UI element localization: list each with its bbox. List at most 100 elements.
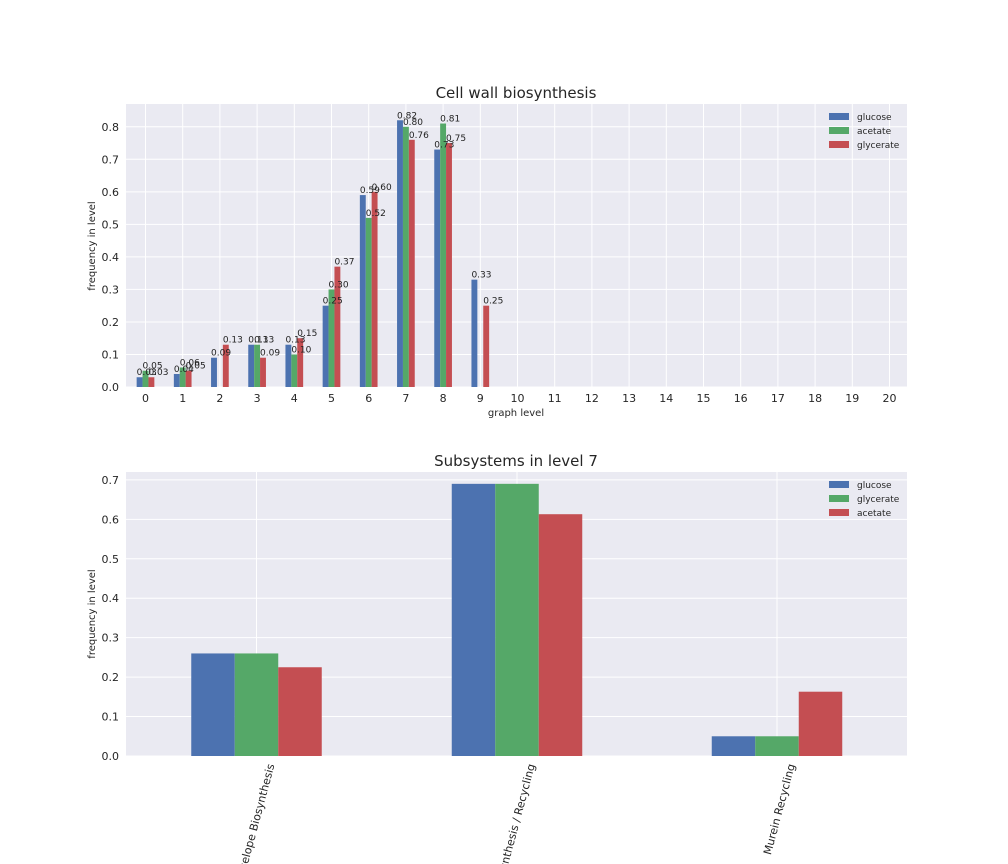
- bar-glucose: [711, 736, 756, 756]
- y-axis-label: frequency in level: [87, 569, 98, 658]
- bar-glucose: [211, 357, 217, 387]
- bar-glucose: [322, 305, 329, 387]
- chart-cell-wall-biosynthesis: 0.030.050.03 0.040.060.050.090.13 0.130.13…: [87, 84, 907, 419]
- x-tick-label: 18: [808, 392, 822, 405]
- bar-glucose: [136, 377, 143, 387]
- data-label: 0.76: [409, 131, 429, 141]
- bar-acetate: [402, 126, 409, 388]
- x-tick-label: 10: [511, 392, 525, 405]
- bar-glycerate: [234, 653, 279, 756]
- x-tick-label: 11: [548, 392, 562, 405]
- bar-acetate: [538, 514, 583, 756]
- bar-glycerate: [185, 370, 192, 387]
- data-label: 0.03: [137, 368, 157, 378]
- legend-label: glycerate: [857, 495, 900, 505]
- x-tick-label: 4: [291, 392, 298, 405]
- x-tick-label: 16: [734, 392, 748, 405]
- bar-acetate: [365, 217, 372, 387]
- x-tick-label: 20: [883, 392, 897, 405]
- legend-label: glucose: [857, 481, 892, 491]
- y-axis-label: frequency in level: [87, 201, 98, 290]
- x-tick-label: 7: [402, 392, 409, 405]
- bar-glycerate: [334, 266, 341, 387]
- bar-acetate: [254, 344, 261, 387]
- data-label: 0.81: [440, 115, 460, 125]
- bar-glucose: [359, 195, 366, 387]
- chart-title: Subsystems in level 7: [434, 452, 598, 470]
- x-tick-label: 2: [216, 392, 223, 405]
- x-tick-label: Murein Recycling: [761, 762, 798, 856]
- bar-glucose: [173, 373, 180, 387]
- data-label: 0.05: [186, 362, 206, 372]
- x-tick-label: 15: [697, 392, 711, 405]
- x-tick-label: 17: [771, 392, 785, 405]
- x-tick-label: 3: [254, 392, 261, 405]
- x-tick-label: 6: [365, 392, 372, 405]
- legend: glucose acetate glycerate: [829, 113, 900, 151]
- y-tick-label: 0.5: [102, 218, 120, 231]
- y-tick-label: 0.7: [102, 474, 120, 487]
- bar-glucose: [451, 483, 496, 756]
- legend-label: acetate: [857, 127, 892, 137]
- bar-glycerate: [408, 139, 415, 387]
- bar-glucose: [191, 653, 235, 756]
- y-tick-labels: 0.0 0.1 0.2 0.3 0.4 0.5 0.6 0.7: [102, 474, 120, 763]
- data-label: 0.60: [372, 183, 392, 193]
- x-tick-label: 5: [328, 392, 335, 405]
- data-labels: 0.030.050.03 0.040.060.050.090.13 0.130.13…: [137, 111, 504, 378]
- data-label: 0.52: [366, 209, 386, 219]
- y-tick-label: 0.0: [102, 750, 120, 763]
- bar-acetate: [440, 123, 447, 387]
- data-label: 0.13: [285, 336, 305, 346]
- y-tick-label: 0.8: [102, 121, 120, 134]
- y-tick-label: 0.3: [102, 283, 120, 296]
- plot-area: [126, 104, 907, 387]
- chart-title: Cell wall biosynthesis: [436, 84, 597, 102]
- data-label: 0.59: [360, 186, 380, 196]
- y-tick-label: 0.4: [102, 592, 120, 605]
- chart-subsystems-level-7: 0.0 0.1 0.2 0.3 0.4 0.5 0.6 0.7 velope Biosynth…: [87, 452, 907, 864]
- bar-acetate: [142, 370, 149, 387]
- data-label: 0.04: [174, 365, 194, 375]
- data-label: 0.25: [323, 297, 343, 307]
- data-label: 0.37: [334, 258, 354, 268]
- legend-swatch-glucose: [829, 113, 849, 120]
- bar-glycerate: [371, 191, 378, 387]
- data-label: 0.75: [446, 134, 466, 144]
- data-label: 0.13: [223, 336, 243, 346]
- bar-acetate: [291, 354, 298, 387]
- x-tick-label: 13: [622, 392, 636, 405]
- legend-label: glucose: [857, 113, 892, 123]
- data-label: 0.73: [434, 141, 454, 151]
- x-axis-label: graph level: [488, 408, 544, 419]
- data-label: 0.10: [291, 345, 311, 355]
- y-tick-label: 0.1: [102, 348, 120, 361]
- y-tick-label: 0.7: [102, 153, 120, 166]
- x-tick-label: ynthesis / Recycling: [497, 762, 538, 864]
- x-tick-label: 8: [440, 392, 447, 405]
- y-tick-labels: 0.0 0.1 0.2 0.3 0.4 0.5 0.6 0.7 0.8: [102, 121, 120, 394]
- bar-glycerate: [148, 377, 155, 387]
- x-tick-label: 19: [845, 392, 859, 405]
- bar-glycerate: [446, 143, 452, 387]
- legend-swatch-glucose: [829, 481, 849, 488]
- legend-swatch-acetate: [829, 127, 849, 134]
- legend: glucose glycerate acetate: [829, 481, 900, 519]
- data-label: 0.82: [397, 111, 417, 121]
- data-label: 0.03: [148, 368, 168, 378]
- y-tick-label: 0.6: [102, 513, 120, 526]
- x-tick-label: 9: [477, 392, 484, 405]
- legend-swatch-glycerate: [829, 141, 849, 148]
- legend-swatch-acetate: [829, 509, 849, 516]
- data-label: 0.25: [483, 297, 503, 307]
- bar-acetate: [328, 289, 335, 387]
- x-tick-label: 1: [179, 392, 186, 405]
- legend-label: acetate: [857, 509, 892, 519]
- data-label: 0.33: [471, 271, 491, 281]
- data-label: 0.13: [248, 336, 268, 346]
- data-label: 0.13: [254, 336, 274, 346]
- x-tick-label: 0: [142, 392, 149, 405]
- y-tick-label: 0.0: [102, 381, 120, 394]
- bar-glucose: [285, 344, 292, 387]
- bars: [136, 120, 490, 388]
